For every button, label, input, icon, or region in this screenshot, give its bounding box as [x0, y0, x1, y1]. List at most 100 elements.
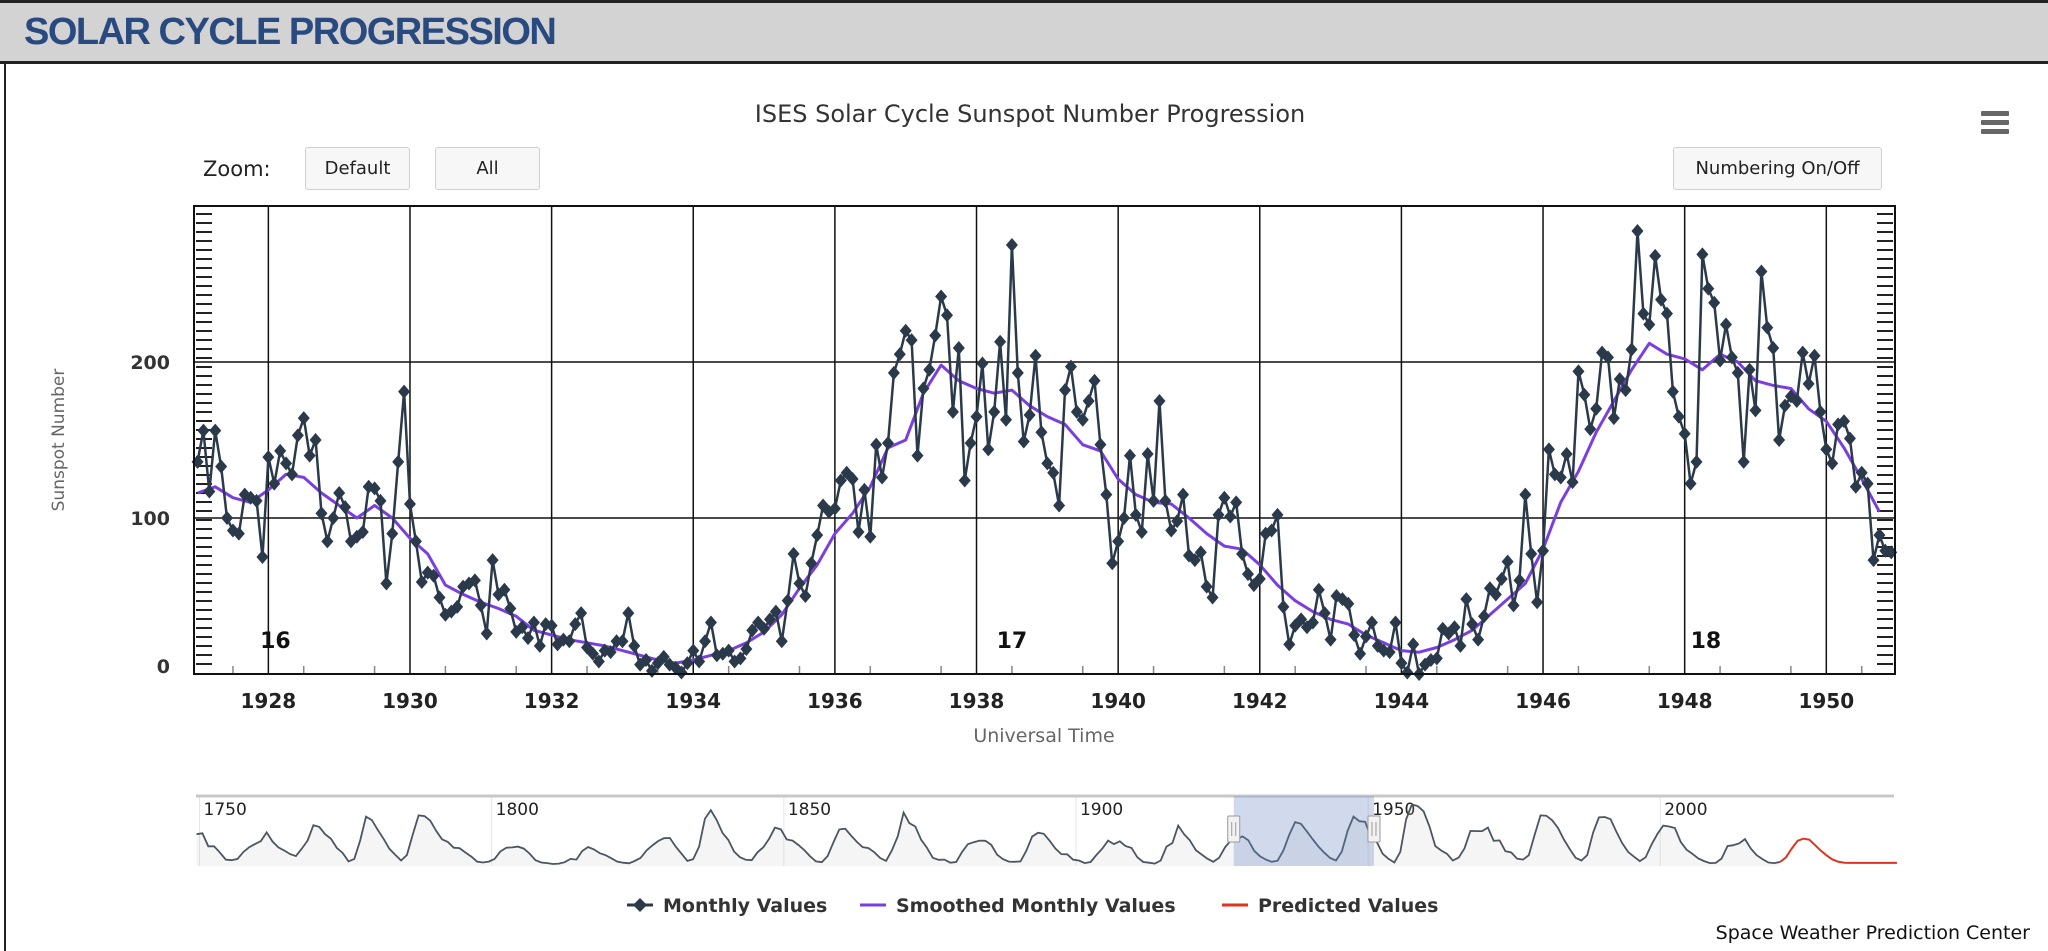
monthly-point[interactable] [1513, 573, 1526, 588]
monthly-point[interactable] [1714, 353, 1727, 368]
monthly-point[interactable] [1843, 431, 1856, 446]
navigator-selection[interactable] [1233, 796, 1374, 866]
navigator-handle[interactable] [1367, 815, 1381, 843]
monthly-point[interactable] [1430, 651, 1443, 666]
monthly-point[interactable] [1029, 348, 1042, 363]
monthly-point[interactable] [569, 617, 582, 632]
monthly-point[interactable] [1519, 487, 1532, 502]
monthly-point[interactable] [1755, 264, 1768, 279]
monthly-point[interactable] [1719, 317, 1732, 332]
monthly-point[interactable] [1867, 553, 1880, 568]
monthly-point[interactable] [1607, 411, 1620, 426]
monthly-point[interactable] [1324, 632, 1337, 647]
monthly-point[interactable] [1466, 617, 1479, 632]
monthly-point[interactable] [1773, 433, 1786, 447]
monthly-point[interactable] [1271, 507, 1284, 522]
monthly-point[interactable] [586, 646, 599, 661]
monthly-point[interactable] [1613, 372, 1626, 387]
monthly-point[interactable] [769, 604, 782, 619]
monthly-point[interactable] [1619, 383, 1632, 398]
monthly-point[interactable] [1849, 479, 1862, 494]
monthly-point[interactable] [1047, 465, 1060, 480]
monthly-point[interactable] [1708, 295, 1721, 310]
monthly-point[interactable] [1053, 498, 1066, 513]
monthly-point[interactable] [1070, 404, 1083, 419]
smoothed-line[interactable] [197, 341, 1881, 665]
monthly-point[interactable] [1655, 292, 1668, 307]
monthly-point[interactable] [1100, 487, 1113, 502]
monthly-point[interactable] [1861, 476, 1874, 491]
monthly-point[interactable] [386, 526, 399, 541]
monthly-point[interactable] [1572, 364, 1585, 379]
monthly-point[interactable] [1761, 320, 1774, 335]
monthly-point[interactable] [1767, 340, 1780, 355]
monthly-point[interactable] [1590, 401, 1603, 416]
monthly-point[interactable] [722, 643, 735, 658]
monthly-point[interactable] [1743, 362, 1756, 377]
monthly-point[interactable] [970, 409, 983, 424]
navigator[interactable]: 1750 1800 1850 1900 1950 2000 [196, 794, 1897, 866]
monthly-point[interactable] [480, 626, 493, 641]
monthly-series[interactable] [191, 223, 1898, 681]
monthly-point[interactable] [1230, 495, 1243, 510]
monthly-point[interactable] [693, 654, 706, 669]
monthly-point[interactable] [864, 529, 877, 544]
monthly-point[interactable] [1206, 590, 1219, 605]
monthly-point[interactable] [763, 612, 776, 627]
monthly-point[interactable] [1360, 629, 1373, 644]
monthly-point[interactable] [1188, 553, 1201, 568]
monthly-point[interactable] [380, 576, 393, 591]
monthly-point[interactable] [1666, 384, 1679, 399]
monthly-point[interactable] [563, 634, 576, 649]
monthly-point[interactable] [1283, 637, 1296, 652]
navigator-handle[interactable] [1227, 815, 1241, 843]
monthly-point[interactable] [1495, 571, 1508, 586]
monthly-point[interactable] [911, 448, 924, 463]
monthly-point[interactable] [1005, 238, 1018, 252]
monthly-point[interactable] [1790, 394, 1803, 408]
monthly-point[interactable] [870, 437, 883, 452]
monthly-point[interactable] [1306, 615, 1319, 630]
monthly-point[interactable] [592, 654, 605, 669]
monthly-point[interactable] [1454, 638, 1467, 653]
monthly-point[interactable] [964, 436, 977, 451]
monthly-point[interactable] [1826, 456, 1839, 471]
monthly-point[interactable] [1212, 507, 1225, 522]
smoothed-series[interactable] [197, 341, 1881, 665]
monthly-point[interactable] [781, 593, 794, 608]
monthly-point[interactable] [309, 433, 322, 447]
monthly-point[interactable] [215, 459, 228, 474]
monthly-point[interactable] [917, 381, 930, 396]
monthly-point[interactable] [852, 525, 865, 540]
monthly-point[interactable] [1460, 592, 1473, 607]
monthly-point[interactable] [1295, 612, 1308, 627]
hamburger-menu-icon[interactable] [1981, 111, 2009, 135]
monthly-point[interactable] [504, 601, 517, 616]
monthly-point[interactable] [1684, 476, 1697, 491]
monthly-point[interactable] [409, 534, 422, 549]
monthly-point[interactable] [899, 323, 912, 338]
numbering-toggle-button[interactable]: Numbering On/Off [1673, 147, 1882, 190]
monthly-point[interactable] [1147, 493, 1160, 508]
monthly-point[interactable] [1112, 534, 1125, 549]
monthly-point[interactable] [468, 573, 481, 588]
monthly-point[interactable] [1159, 493, 1172, 508]
monthly-point[interactable] [687, 643, 700, 658]
monthly-point[interactable] [1106, 556, 1119, 571]
monthly-point[interactable] [758, 621, 771, 636]
monthly-point[interactable] [1241, 567, 1254, 582]
monthly-point[interactable] [734, 651, 747, 666]
monthly-point[interactable] [1578, 387, 1591, 402]
monthly-point[interactable] [1135, 525, 1148, 540]
monthly-point[interactable] [740, 642, 753, 657]
monthly-point[interactable] [1507, 598, 1520, 613]
zoom-all-button[interactable]: All [435, 147, 540, 190]
monthly-point[interactable] [905, 333, 918, 348]
monthly-point[interactable] [575, 606, 588, 621]
monthly-point[interactable] [1472, 632, 1485, 647]
monthly-point[interactable] [262, 450, 275, 465]
monthly-point[interactable] [935, 289, 948, 304]
monthly-point[interactable] [368, 481, 381, 496]
monthly-point[interactable] [1171, 514, 1184, 529]
monthly-point[interactable] [1678, 426, 1691, 441]
